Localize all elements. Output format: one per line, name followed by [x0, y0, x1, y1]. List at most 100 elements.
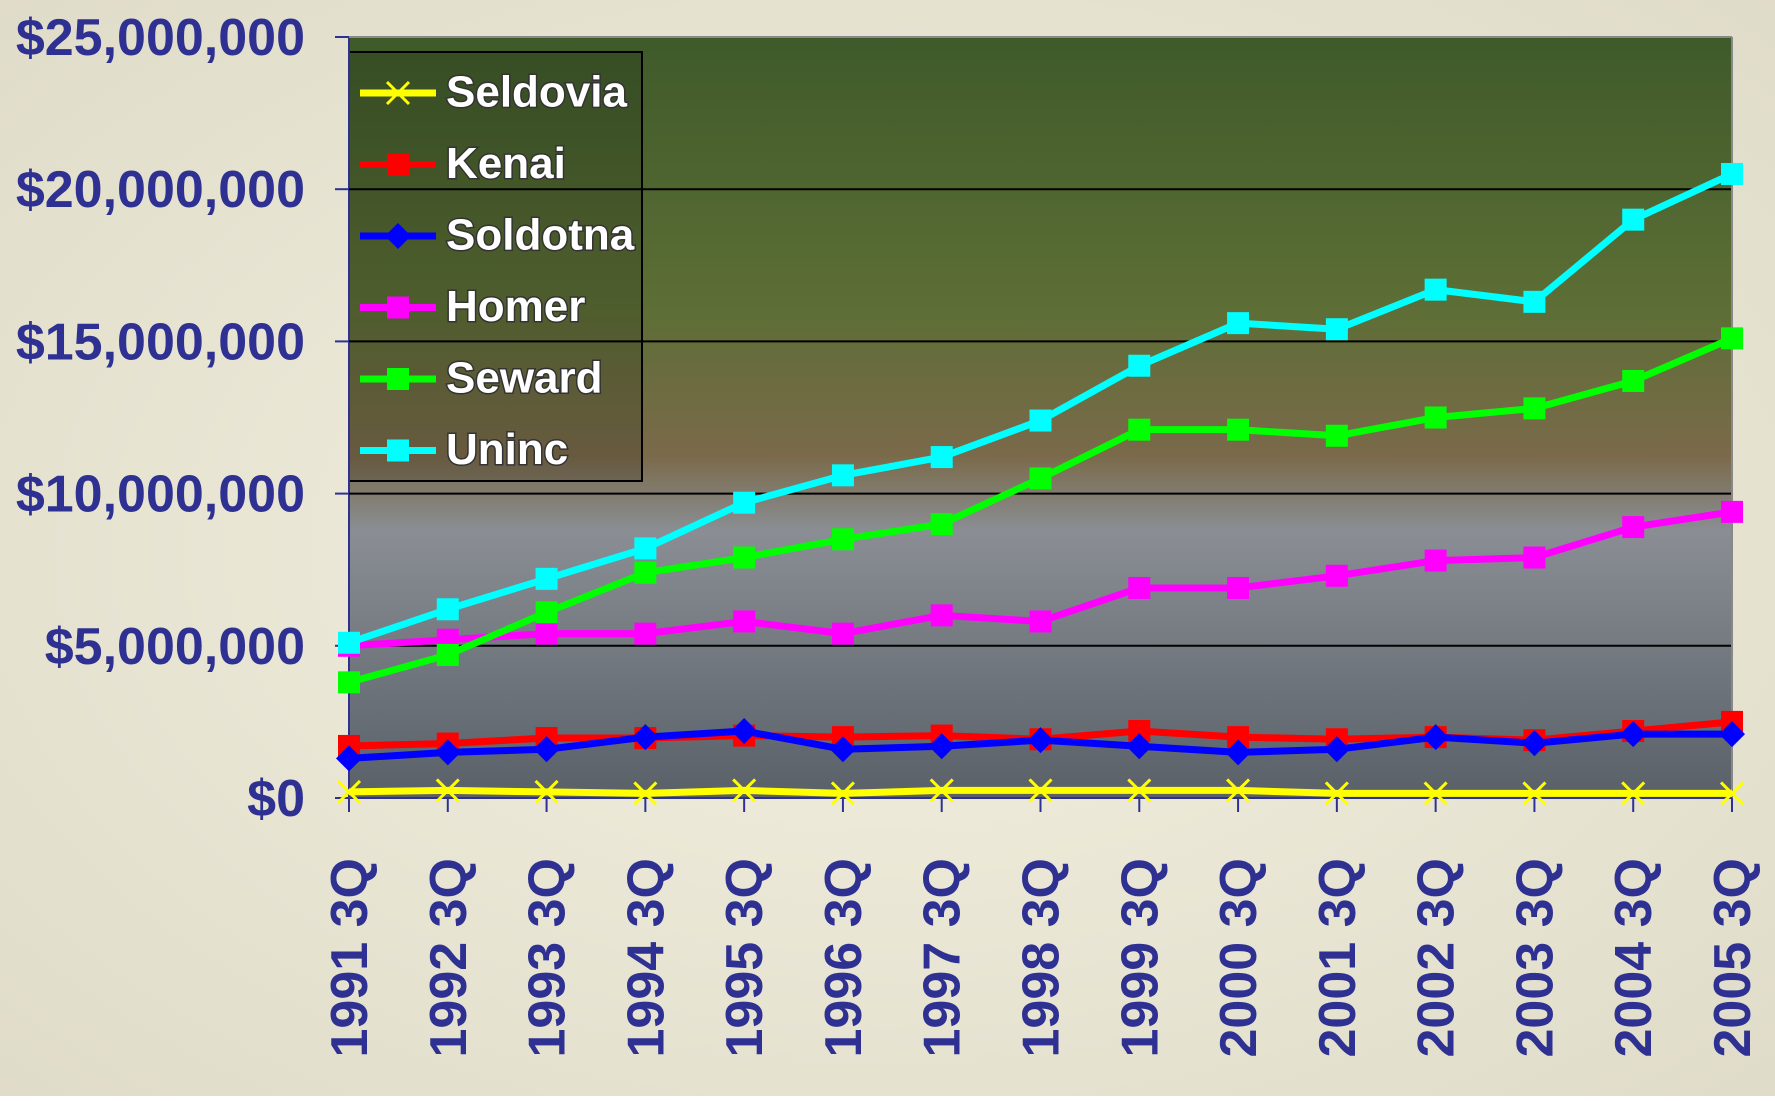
data-point	[1226, 778, 1251, 803]
data-point	[633, 781, 658, 806]
data-point	[1424, 406, 1447, 429]
y-tick-label: $15,000,000	[16, 313, 305, 371]
data-point	[1523, 290, 1546, 313]
data-point	[535, 601, 558, 624]
y-tick-label: $10,000,000	[16, 466, 305, 524]
legend-label: Uninc	[446, 425, 568, 474]
data-point	[336, 779, 362, 804]
data-point	[733, 491, 756, 514]
data-point	[1622, 516, 1645, 539]
x-tick-label: 1996 3Q	[815, 858, 873, 1058]
x-tick-label: 2000 3Q	[1210, 858, 1268, 1058]
legend-label: Seldovia	[446, 68, 627, 117]
data-point	[1422, 724, 1449, 751]
data-point	[733, 546, 756, 569]
x-tick-label: 2001 3Q	[1309, 858, 1367, 1058]
data-point	[1523, 397, 1546, 420]
legend-marker	[385, 80, 411, 106]
x-tick-label: 1999 3Q	[1111, 858, 1169, 1058]
data-point	[533, 736, 560, 763]
data-point	[1719, 721, 1745, 748]
y-tick-label: $25,000,000	[16, 9, 305, 67]
data-point	[336, 745, 362, 772]
data-point	[1227, 418, 1250, 441]
data-point	[1127, 778, 1152, 803]
data-point	[634, 561, 657, 584]
legend-box	[348, 51, 643, 482]
legend-marker	[387, 296, 409, 319]
data-point	[534, 779, 559, 804]
data-point	[1126, 733, 1153, 760]
data-point	[1522, 781, 1547, 806]
legend-label: Homer	[446, 282, 585, 331]
data-point	[1721, 162, 1743, 185]
data-point	[831, 464, 854, 487]
y-tick-label: $0	[247, 770, 305, 828]
data-point	[1128, 418, 1151, 441]
data-point	[1325, 564, 1348, 587]
data-point	[1721, 500, 1743, 523]
x-tick-label: 1998 3Q	[1013, 858, 1071, 1058]
data-point	[436, 598, 459, 621]
data-point	[928, 733, 955, 760]
x-tick-label: 1991 3Q	[321, 858, 379, 1058]
data-point	[1028, 778, 1053, 803]
data-point	[830, 781, 855, 806]
data-point	[1029, 610, 1052, 633]
data-point	[831, 528, 854, 551]
data-point	[634, 537, 657, 560]
x-tick-label: 1992 3Q	[420, 858, 478, 1058]
legend-label: Soldotna	[446, 211, 635, 260]
data-point	[1423, 781, 1448, 806]
data-point	[1227, 312, 1250, 335]
legend-marker	[387, 368, 409, 390]
data-point	[1621, 781, 1646, 806]
x-tick-label: 1993 3Q	[519, 858, 577, 1058]
data-point	[929, 778, 954, 803]
data-point	[434, 739, 461, 766]
x-tick-label: 2005 3Q	[1704, 858, 1762, 1058]
data-point	[1225, 739, 1252, 766]
x-tick-label: 1997 3Q	[914, 858, 972, 1058]
data-point	[435, 778, 460, 803]
data-point	[930, 513, 953, 536]
data-point	[1424, 278, 1447, 301]
data-point	[1227, 726, 1250, 749]
x-tick-label: 2002 3Q	[1408, 858, 1466, 1058]
data-point	[732, 778, 757, 803]
data-point	[535, 622, 558, 645]
legend-marker	[385, 223, 411, 249]
data-point	[829, 736, 856, 763]
legend-marker	[387, 439, 409, 462]
data-point	[731, 718, 758, 745]
data-point	[831, 622, 854, 645]
data-point	[632, 724, 659, 751]
data-point	[1521, 730, 1548, 757]
data-point	[1523, 546, 1546, 569]
data-point	[1424, 549, 1447, 572]
x-tick-label: 1995 3Q	[716, 858, 774, 1058]
x-tick-label: 1994 3Q	[617, 858, 675, 1058]
data-point	[1128, 576, 1151, 599]
data-point	[1029, 467, 1052, 490]
data-point	[1324, 781, 1349, 806]
legend-marker	[387, 153, 409, 176]
data-point	[1719, 781, 1745, 806]
data-point	[535, 567, 558, 590]
data-point	[1325, 424, 1348, 447]
data-point	[1323, 736, 1350, 763]
data-point	[1128, 720, 1151, 743]
data-point	[1227, 576, 1250, 599]
data-point	[733, 610, 756, 633]
data-point	[1622, 208, 1645, 231]
legend-label: Kenai	[446, 139, 566, 188]
data-point	[634, 622, 657, 645]
data-point	[1721, 327, 1743, 350]
data-point	[338, 631, 360, 654]
legend-label: Seward	[446, 354, 603, 403]
x-tick-label: 2003 3Q	[1506, 858, 1564, 1058]
data-point	[1029, 409, 1052, 432]
data-point	[1128, 354, 1151, 377]
